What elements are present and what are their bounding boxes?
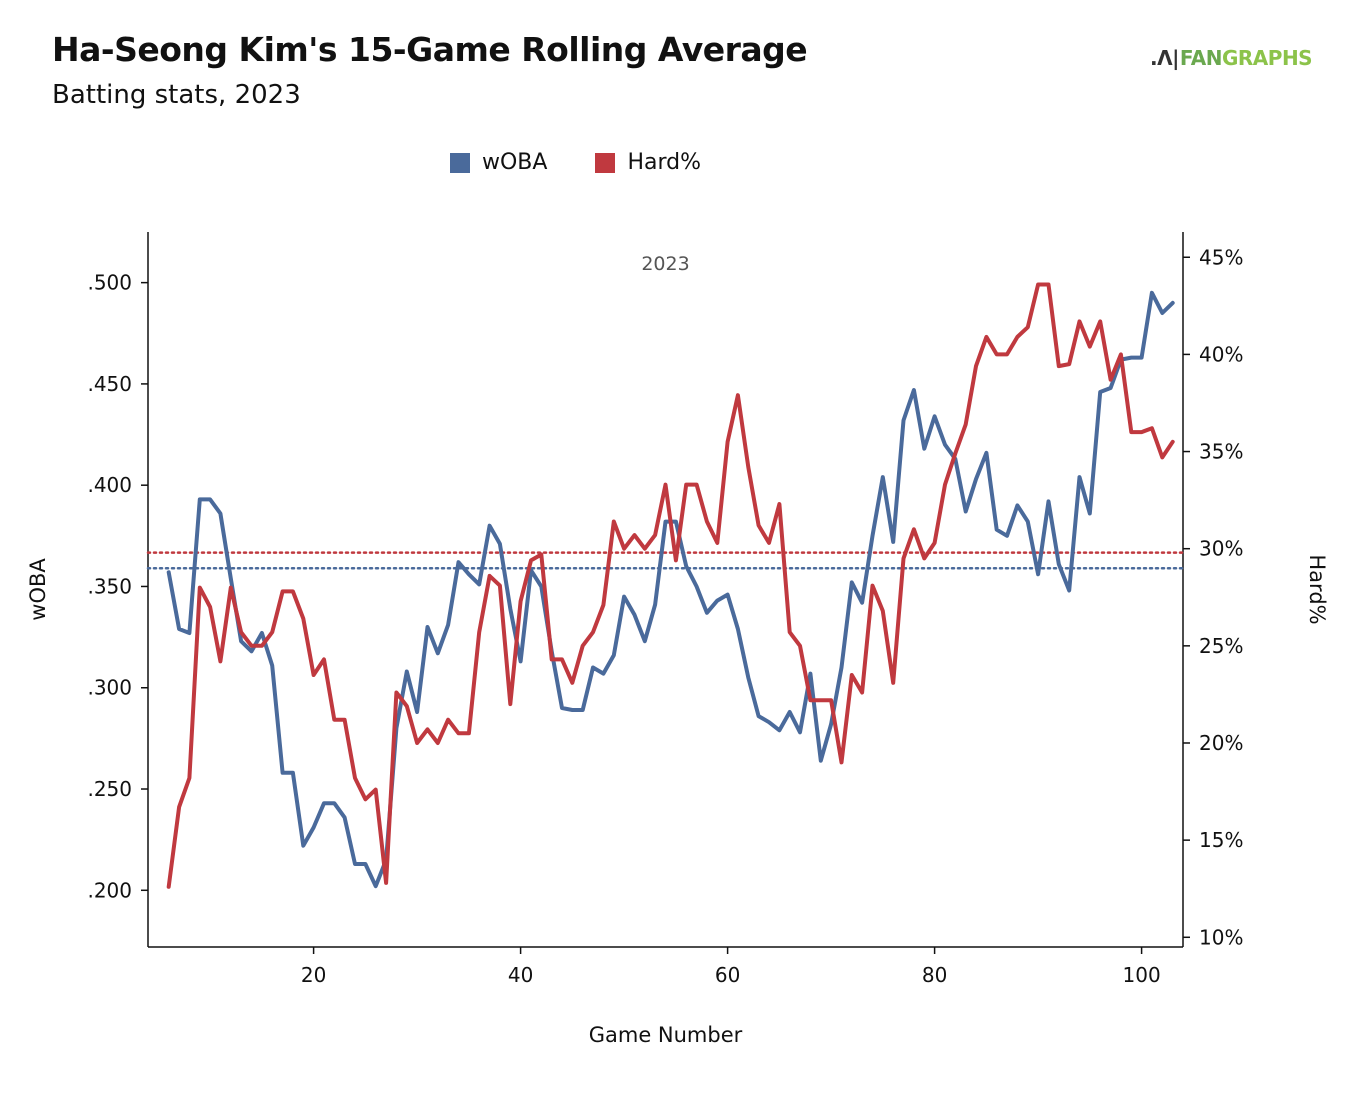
legend-swatch-hard	[595, 152, 616, 173]
chart-title: Ha-Seong Kim's 15-Game Rolling Average	[52, 30, 808, 69]
chart-subtitle: Batting stats, 2023	[52, 80, 301, 110]
y-left-tick-label: .450	[87, 372, 132, 396]
series-line-hard	[166, 282, 1175, 889]
y-left-tick-label: .250	[87, 777, 132, 801]
x-tick-label: 80	[922, 963, 947, 987]
logo-graphs-text: GRAPHS	[1221, 46, 1313, 70]
y-axis-left-title: wOBA	[26, 558, 50, 621]
x-tick-label: 100	[1123, 963, 1161, 987]
fangraphs-logo: .Ʌ| FAN GRAPHS	[1150, 46, 1313, 70]
y-left-tick-label: .500	[87, 271, 132, 295]
x-tick-label: 40	[508, 963, 533, 987]
y-right-tick-label: 35%	[1199, 440, 1243, 464]
facet-label: 2023	[641, 253, 689, 275]
y-left-tick-label: .300	[87, 676, 132, 700]
legend-label-woba: wOBA	[482, 150, 548, 175]
y-axis-right-title: Hard%	[1305, 554, 1329, 624]
y-left-tick-label: .200	[87, 878, 132, 902]
y-right-tick-label: 45%	[1199, 245, 1243, 269]
x-tick-label: 20	[301, 963, 326, 987]
y-right-tick-label: 30%	[1199, 537, 1243, 561]
legend-swatch-woba	[450, 152, 470, 173]
x-tick-label: 60	[715, 963, 740, 987]
y-left-tick-label: .350	[87, 574, 132, 598]
series-line-woba	[166, 290, 1175, 889]
y-left-tick-label: .400	[87, 473, 132, 497]
y-right-tick-label: 10%	[1199, 925, 1243, 949]
chart-legend: wOBA Hard%	[450, 150, 749, 175]
legend-item-woba: wOBA	[450, 150, 547, 175]
x-axis-title: Game Number	[589, 1023, 743, 1047]
legend-label-hard: Hard%	[627, 150, 702, 175]
y-right-tick-label: 20%	[1199, 731, 1243, 755]
y-right-tick-label: 25%	[1199, 634, 1243, 658]
y-right-tick-label: 40%	[1199, 342, 1243, 366]
y-right-tick-label: 15%	[1199, 828, 1243, 852]
logo-mark-icon: .Ʌ|	[1150, 46, 1179, 70]
legend-item-hard: Hard%	[595, 150, 701, 175]
logo-fan-text: FAN	[1179, 46, 1223, 70]
